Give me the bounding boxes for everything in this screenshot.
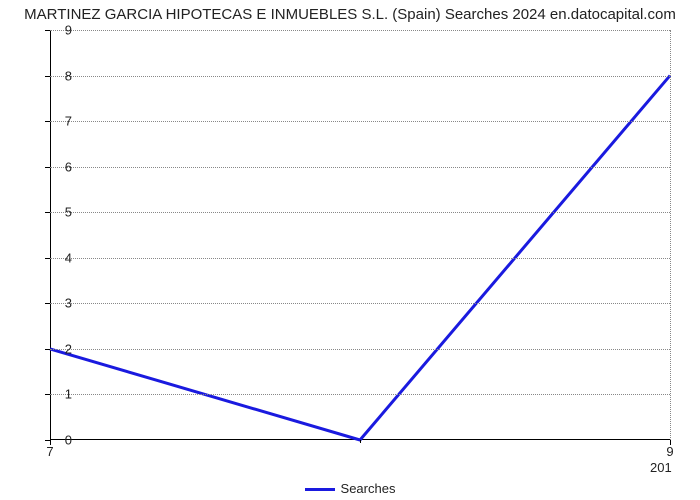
y-tick-mark [45,30,50,31]
y-tick-label: 1 [52,387,72,402]
y-tick-mark [45,394,50,395]
y-tick-label: 3 [52,296,72,311]
y-tick-mark [45,76,50,77]
chart-title: MARTINEZ GARCIA HIPOTECAS E INMUEBLES S.… [0,6,700,23]
chart-container: MARTINEZ GARCIA HIPOTECAS E INMUEBLES S.… [0,0,700,500]
grid-line-h [50,167,670,168]
y-tick-label: 8 [52,68,72,83]
y-tick-mark [45,212,50,213]
plot-area [50,30,670,440]
grid-line-h [50,303,670,304]
x-tick-label: 7 [46,444,53,459]
line-layer [50,30,670,440]
y-tick-mark [45,258,50,259]
y-tick-label: 7 [52,114,72,129]
legend: Searches [0,481,700,496]
legend-swatch [305,488,335,491]
grid-line-h [50,349,670,350]
y-tick-label: 9 [52,23,72,38]
grid-line-h [50,258,670,259]
y-tick-mark [45,121,50,122]
grid-line-h [50,394,670,395]
y-tick-label: 2 [52,341,72,356]
grid-line-h [50,121,670,122]
y-tick-mark [45,167,50,168]
grid-line-h [50,30,670,31]
grid-line-h [50,212,670,213]
y-tick-label: 5 [52,205,72,220]
y-tick-label: 4 [52,250,72,265]
y-tick-mark [45,303,50,304]
y-tick-label: 0 [52,433,72,448]
y-tick-label: 6 [52,159,72,174]
grid-line-v [670,30,671,440]
grid-line-h [50,76,670,77]
y-tick-mark [45,349,50,350]
legend-label: Searches [341,481,396,496]
x-tick-label: 9 [666,444,673,459]
x-minor-tick [360,440,361,443]
x-sub-label: 201 [650,460,672,475]
